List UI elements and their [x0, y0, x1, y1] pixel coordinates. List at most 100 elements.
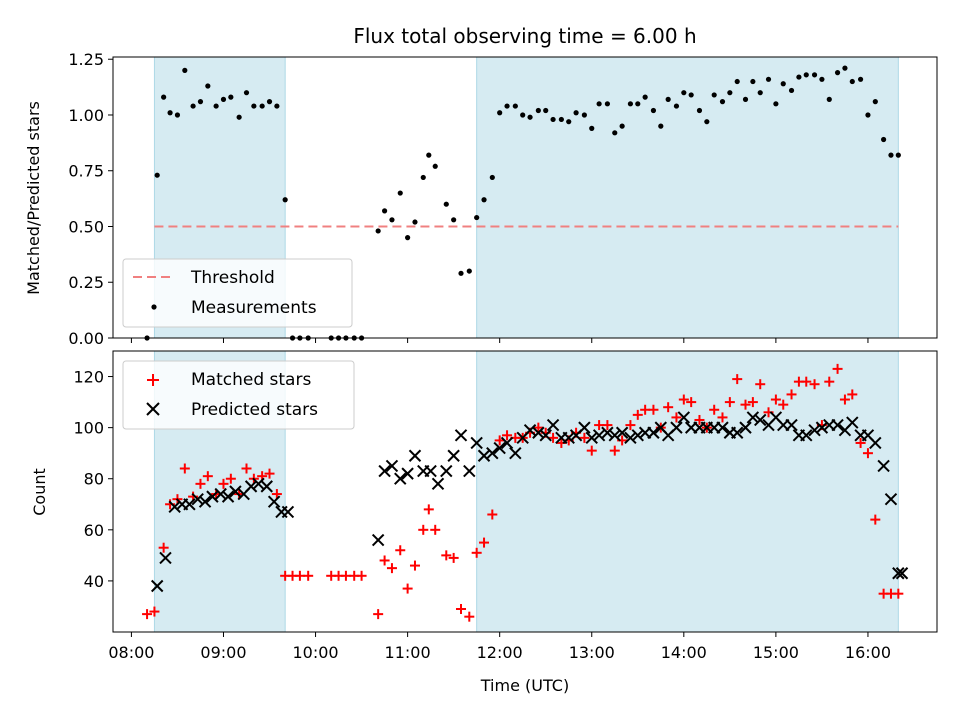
predicted-star-d2	[532, 426, 545, 439]
matched-star-point	[456, 604, 467, 615]
predicted-star-point	[895, 567, 909, 580]
predicted-star-d2	[608, 429, 621, 442]
matched-star-point	[225, 473, 236, 484]
legend-matched-label: Matched stars	[191, 370, 311, 390]
measurement-point	[635, 101, 641, 107]
predicted-star-d2	[869, 436, 882, 450]
measurement-point	[381, 208, 388, 214]
legend-threshold-label: Threshold	[190, 268, 275, 288]
measurement-point	[612, 130, 618, 136]
predicted-star-point	[500, 436, 514, 450]
predicted-star-point	[815, 421, 829, 434]
measurement-point	[811, 72, 818, 78]
predicted-star-d2	[624, 431, 637, 445]
matched-star-point	[471, 547, 482, 558]
measurement-point	[573, 110, 579, 116]
measurement-point	[466, 268, 472, 274]
predicted-star-d2	[214, 487, 227, 501]
matched-star-point	[625, 420, 636, 431]
measurement-point	[443, 201, 449, 207]
predicted-star-point	[159, 551, 172, 565]
matched-star-point	[870, 514, 881, 525]
measurement-point	[251, 103, 257, 109]
measurement-point	[397, 190, 403, 196]
predicted-star-d2	[800, 429, 813, 442]
predicted-star-point	[493, 441, 506, 455]
measurement-point	[604, 101, 611, 107]
predicted-star-d2	[808, 423, 821, 437]
predicted-star-point	[214, 487, 227, 501]
measurement-point	[895, 152, 901, 158]
matched-star-point	[839, 394, 850, 405]
predicted-star-d2	[244, 480, 258, 493]
predicted-star-d2	[394, 472, 407, 485]
legend-measurements-swatch	[151, 304, 157, 310]
measurement-point	[558, 116, 564, 123]
x-tick-label: 09:00	[200, 643, 246, 662]
measurement-point	[205, 83, 211, 89]
matched-star-point	[464, 611, 475, 622]
predicted-star-point	[260, 480, 273, 493]
predicted-star-d2	[385, 459, 399, 473]
predicted-star-point	[150, 579, 164, 593]
measurement-point	[849, 78, 855, 85]
measurement-point	[512, 103, 518, 109]
predicted-star-d2	[447, 449, 460, 462]
top-axes-frame	[112, 56, 938, 339]
matched-star-point	[423, 504, 434, 515]
measurement-point	[727, 90, 733, 96]
y-tick-label: 40	[84, 572, 104, 591]
measurement-point	[834, 70, 841, 76]
matched-star-point	[373, 609, 384, 620]
predicted-star-point	[892, 567, 905, 580]
measurement-point	[757, 90, 763, 96]
matched-star-point	[862, 448, 873, 459]
measurement-point	[282, 197, 288, 203]
predicted-star-d2	[647, 426, 660, 439]
predicted-star-point	[846, 416, 859, 429]
predicted-star-point	[670, 421, 683, 434]
predicted-star-point	[252, 477, 265, 491]
matched-star-point	[709, 404, 720, 415]
measurement-point	[688, 92, 694, 98]
matched-star-point	[241, 463, 252, 474]
chart-title: Flux total observing time = 6.00 h	[353, 24, 696, 48]
matched-star-point	[824, 376, 835, 387]
matched-star-point	[724, 397, 735, 408]
measurement-point	[543, 107, 549, 114]
matched-star-point	[303, 570, 314, 581]
matched-star-point	[502, 430, 513, 441]
predicted-star-point	[221, 490, 235, 503]
measurement-point	[765, 76, 772, 82]
matched-star-point	[671, 412, 682, 423]
measurement-point	[228, 94, 234, 100]
x-tick-label: 08:00	[108, 643, 154, 662]
top-legend: Threshold Measurements	[122, 258, 353, 328]
predicted-star-d2	[470, 436, 483, 450]
x-axis-label: Time (UTC)	[480, 676, 569, 695]
matched-star-point	[386, 563, 397, 574]
predicted-star-point	[539, 429, 552, 442]
measurement-point	[750, 78, 756, 85]
measurement-point	[389, 217, 395, 223]
matched-star-point	[494, 435, 505, 446]
predicted-star-d2	[183, 498, 196, 511]
matched-star-point	[855, 437, 866, 448]
predicted-star-point	[647, 426, 660, 439]
measurement-point	[650, 107, 657, 114]
measurement-point	[489, 174, 495, 181]
matched-star-point	[586, 445, 597, 456]
measurement-point	[432, 163, 438, 169]
predicted-star-d2	[746, 411, 760, 424]
measurement-point	[872, 99, 878, 105]
measurement-point	[535, 107, 541, 114]
matched-star-point	[648, 404, 659, 415]
predicted-star-d2	[371, 533, 385, 547]
predicted-star-d2	[523, 423, 537, 437]
measurement-point	[780, 81, 786, 87]
matched-star-point	[149, 606, 160, 617]
predicted-star-d2	[509, 446, 522, 460]
measurement-point	[788, 87, 795, 94]
measurement-point	[474, 214, 480, 221]
predicted-star-point	[677, 411, 691, 424]
